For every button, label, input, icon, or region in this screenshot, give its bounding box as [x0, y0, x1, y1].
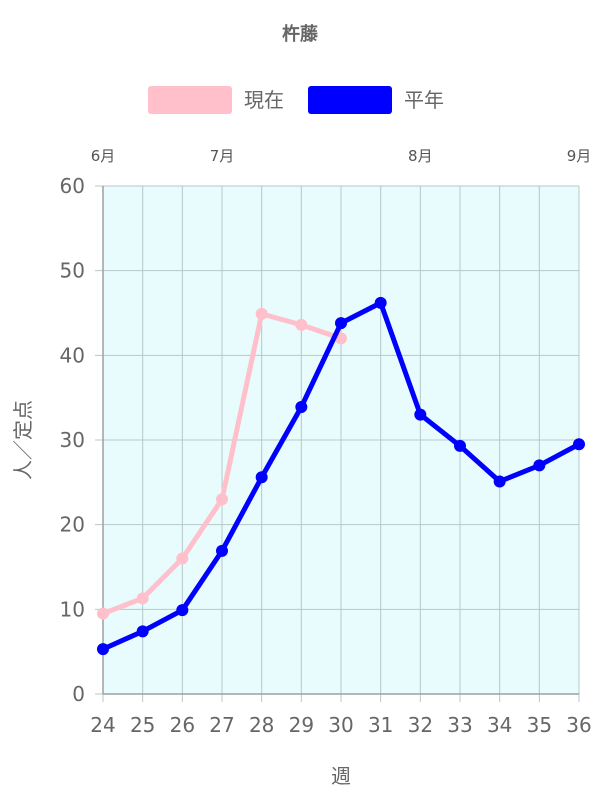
data-point	[176, 604, 189, 617]
x-tick-label: 29	[289, 713, 314, 737]
chart-title: 杵藤	[282, 23, 319, 45]
y-tick-label: 60	[60, 174, 85, 198]
legend-swatch	[148, 86, 232, 114]
x-tick-label: 33	[447, 713, 472, 737]
y-tick-label: 40	[60, 343, 85, 367]
x-tick-label: 30	[328, 713, 353, 737]
x-tick-label: 25	[130, 713, 155, 737]
x-tick-label: 35	[527, 713, 552, 737]
data-point	[97, 643, 109, 656]
data-point	[533, 459, 546, 472]
chart-legend: 現在 平年	[148, 86, 444, 114]
data-point	[374, 296, 387, 309]
x-tick-label: 27	[209, 713, 234, 737]
y-axis-label: 人／定点	[11, 400, 35, 480]
top-axis-label: 6月	[91, 147, 116, 165]
data-point	[454, 439, 466, 452]
x-tick-label: 31	[368, 713, 393, 737]
legend-label: 現在	[244, 88, 284, 112]
x-tick-label: 34	[487, 713, 512, 737]
data-point	[414, 408, 427, 421]
data-point	[255, 307, 268, 320]
data-point	[97, 607, 109, 620]
data-point	[255, 471, 268, 484]
y-tick-label: 20	[60, 513, 85, 537]
y-tick-label: 10	[60, 597, 85, 621]
y-tick-label: 30	[60, 428, 85, 452]
y-tick-label: 0	[72, 682, 85, 706]
x-tick-label: 28	[249, 713, 274, 737]
data-point	[295, 318, 308, 331]
x-tick-label: 26	[170, 713, 195, 737]
top-axis-label: 7月	[210, 147, 235, 165]
top-axis-label: 8月	[408, 147, 433, 165]
legend-swatch	[308, 86, 392, 114]
data-point	[136, 592, 149, 605]
top-axis-label: 9月	[567, 147, 592, 165]
data-point	[295, 400, 308, 413]
series-layer	[97, 296, 585, 656]
x-axis-label: 週	[331, 764, 351, 788]
data-point	[493, 475, 506, 488]
top-axis: 6月 7月 8月 9月	[91, 147, 592, 165]
data-point	[176, 552, 189, 565]
data-point	[216, 493, 228, 506]
series-group	[97, 296, 585, 656]
data-point	[216, 544, 228, 557]
data-point	[335, 317, 347, 330]
x-tick-label: 32	[408, 713, 433, 737]
data-point	[573, 438, 585, 451]
y-tick-label: 50	[60, 259, 85, 283]
x-tick-label: 36	[566, 713, 591, 737]
x-tick-label: 24	[90, 713, 115, 737]
data-point	[136, 625, 149, 638]
legend-label: 平年	[404, 88, 444, 112]
series-group	[97, 307, 347, 620]
axes: 0 10 20 30 40 50 60 24 25 26 27 28 29 30 31 32 33 34 35 36	[60, 174, 592, 737]
data-point	[335, 332, 347, 345]
